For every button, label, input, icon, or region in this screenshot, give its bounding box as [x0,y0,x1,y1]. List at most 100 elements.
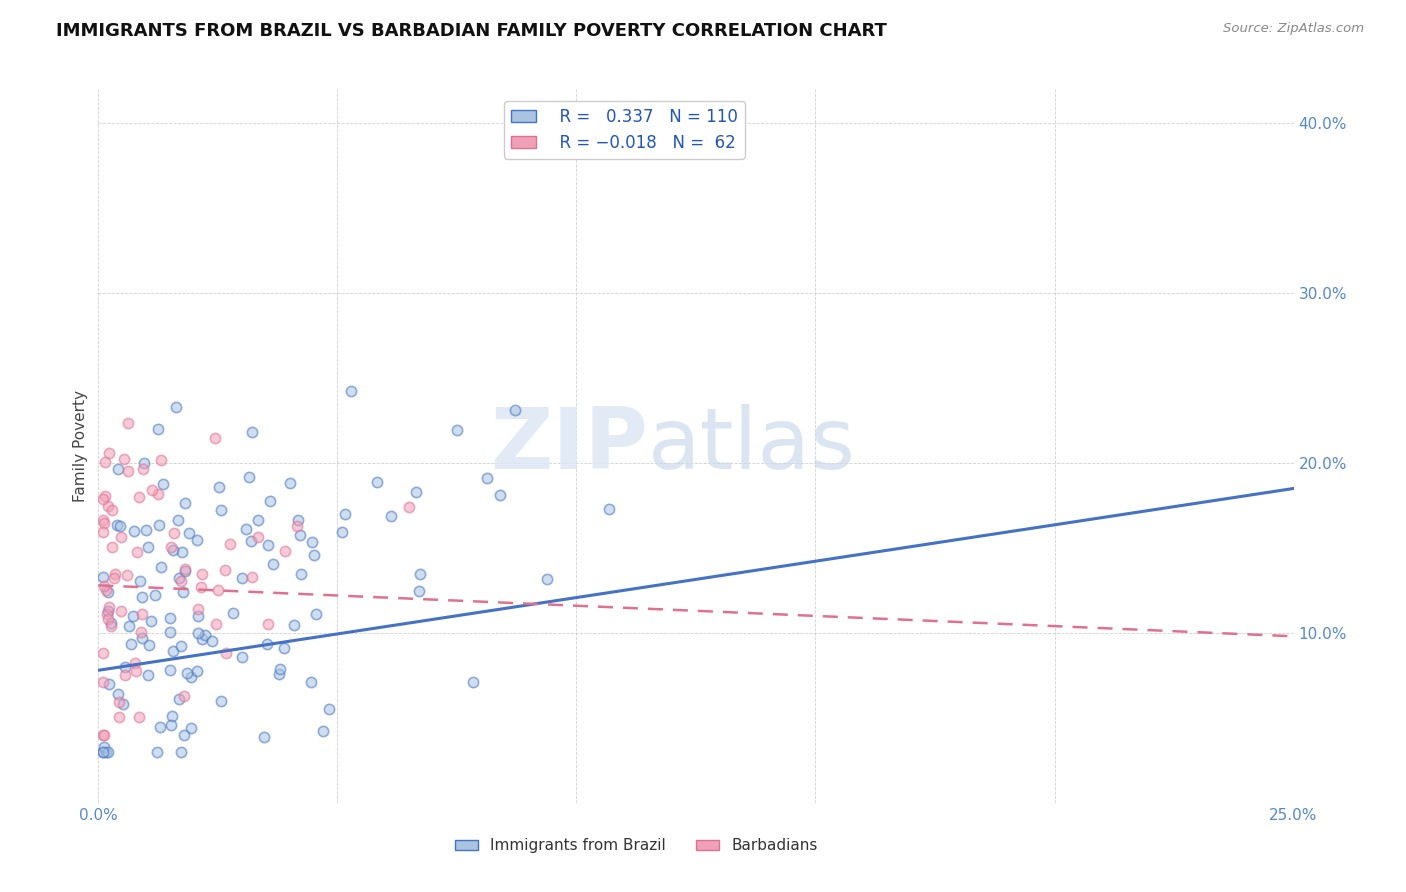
Point [302,548,325,562]
Point [91,745,114,759]
Legend: Immigrants from Brazil, Barbadians: Immigrants from Brazil, Barbadians [449,832,824,859]
Point [163,526,186,541]
Point [215,646,238,660]
Point [150,453,173,467]
Point [262,557,284,571]
Point [138,638,160,652]
Point [488,488,510,502]
Point [246,513,269,527]
Point [91,524,114,539]
Point [129,625,152,640]
Point [160,718,183,732]
Point [94,745,117,759]
Point [91,674,114,689]
Point [162,543,184,558]
Text: atlas: atlas [648,404,856,488]
Point [115,568,138,582]
Text: ZIP: ZIP [491,404,648,488]
Point [146,487,169,501]
Point [159,611,181,625]
Point [288,528,311,542]
Point [97,585,120,599]
Point [209,502,232,516]
Point [98,677,121,691]
Point [172,584,194,599]
Point [97,600,120,615]
Point [257,538,280,552]
Point [170,545,193,559]
Point [170,574,193,589]
Point [269,666,291,681]
Point [101,503,124,517]
Point [128,710,150,724]
Point [173,728,195,742]
Point [186,665,208,679]
Point [114,660,136,674]
Point [107,461,129,475]
Point [405,484,427,499]
Point [110,530,132,544]
Point [186,533,208,548]
Point [110,604,132,618]
Point [139,614,162,628]
Point [94,489,117,503]
Point [129,574,152,589]
Point [187,601,209,615]
Point [253,731,276,745]
Point [159,624,181,639]
Point [330,524,353,539]
Point [91,513,114,527]
Point [112,452,135,467]
Point [120,637,142,651]
Point [301,675,323,690]
Point [257,617,280,632]
Point [97,499,120,513]
Point [93,455,115,469]
Point [170,745,193,759]
Point [146,422,169,436]
Point [111,697,134,711]
Point [101,540,124,554]
Point [135,523,157,537]
Point [191,632,214,647]
Point [259,494,281,508]
Point [117,416,139,430]
Point [96,604,118,618]
Point [180,670,202,684]
Point [145,745,167,759]
Text: Source: ZipAtlas.com: Source: ZipAtlas.com [1223,22,1364,36]
Point [93,728,115,742]
Point [91,570,114,584]
Point [93,579,115,593]
Point [91,745,114,759]
Point [598,502,620,516]
Point [103,567,125,582]
Point [269,662,291,676]
Point [287,513,309,527]
Point [214,563,236,577]
Point [173,690,195,704]
Point [176,666,198,681]
Point [162,644,184,658]
Point [205,617,228,632]
Point [231,571,253,585]
Point [91,728,114,742]
Point [160,540,183,554]
Point [167,571,190,585]
Point [97,446,120,460]
Point [318,702,340,716]
Point [238,469,260,483]
Point [209,693,232,707]
Point [240,570,263,584]
Point [131,590,153,604]
Point [136,667,159,681]
Point [131,607,153,621]
Point [149,720,172,734]
Point [114,667,136,681]
Point [173,495,195,509]
Point [235,522,257,536]
Point [409,567,432,582]
Point [100,615,122,630]
Point [366,475,388,490]
Point [285,518,308,533]
